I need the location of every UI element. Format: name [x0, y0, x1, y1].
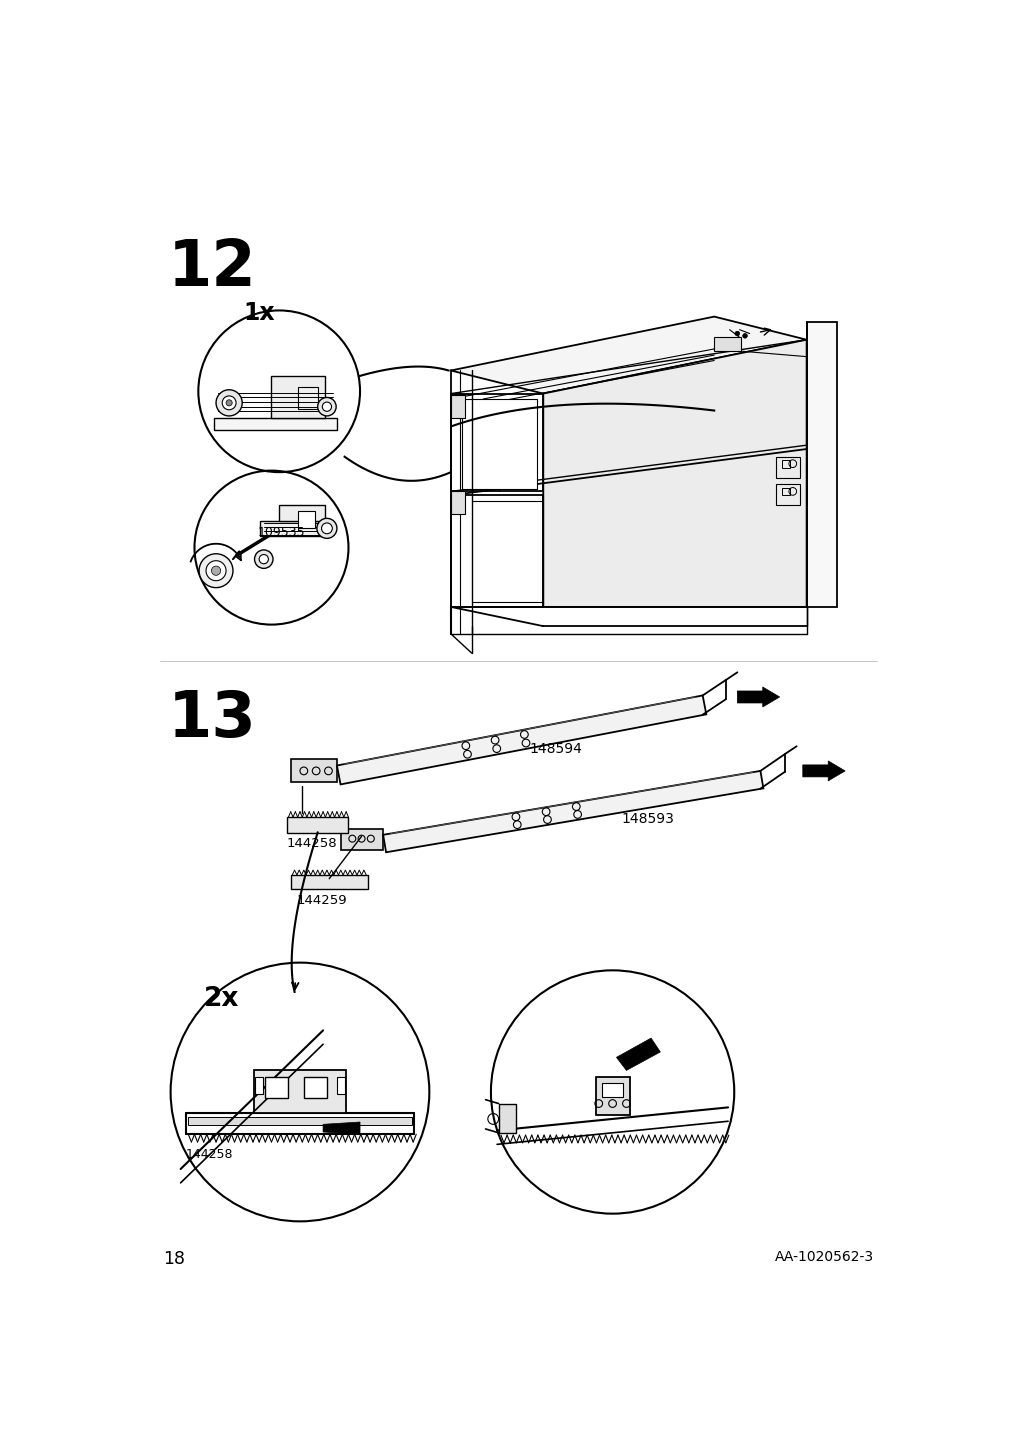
Bar — [451, 395, 464, 418]
Polygon shape — [337, 696, 706, 785]
Circle shape — [255, 550, 273, 569]
Text: 12: 12 — [168, 238, 256, 299]
Polygon shape — [271, 375, 326, 418]
Circle shape — [490, 971, 734, 1214]
Polygon shape — [616, 1038, 660, 1071]
Polygon shape — [806, 322, 837, 607]
Bar — [782, 460, 789, 467]
Circle shape — [317, 398, 336, 415]
Bar — [303, 1077, 327, 1098]
Circle shape — [316, 518, 337, 538]
Circle shape — [199, 554, 233, 587]
Text: 144259: 144259 — [296, 894, 347, 906]
Circle shape — [225, 400, 232, 405]
Polygon shape — [260, 521, 329, 536]
Circle shape — [211, 566, 220, 576]
Polygon shape — [383, 770, 762, 852]
Circle shape — [742, 334, 746, 338]
Bar — [451, 491, 464, 514]
Circle shape — [321, 523, 332, 534]
Polygon shape — [279, 505, 326, 521]
Bar — [595, 1077, 629, 1116]
Text: 148593: 148593 — [621, 812, 674, 826]
Bar — [782, 487, 789, 495]
Text: 18: 18 — [163, 1250, 185, 1267]
Bar — [290, 875, 367, 889]
Text: 2x: 2x — [203, 987, 239, 1012]
Bar — [255, 1077, 263, 1094]
Polygon shape — [802, 760, 844, 780]
Bar — [775, 484, 800, 505]
Polygon shape — [451, 316, 806, 394]
Polygon shape — [451, 394, 543, 491]
Text: 144258: 144258 — [286, 838, 338, 851]
Bar — [602, 1083, 623, 1097]
Polygon shape — [323, 1123, 360, 1134]
Polygon shape — [451, 495, 543, 607]
Circle shape — [259, 554, 268, 564]
Circle shape — [215, 390, 242, 415]
Text: AA-1020562-3: AA-1020562-3 — [774, 1250, 874, 1264]
Bar — [498, 1104, 515, 1133]
Bar — [341, 829, 383, 851]
Bar — [714, 338, 740, 351]
Circle shape — [171, 962, 429, 1221]
Polygon shape — [543, 339, 806, 607]
Bar — [337, 1077, 345, 1094]
Bar — [775, 457, 800, 478]
Bar — [298, 388, 317, 410]
Bar — [286, 818, 348, 832]
Text: 109535: 109535 — [258, 526, 305, 538]
Circle shape — [321, 402, 332, 411]
Bar — [290, 759, 337, 782]
Polygon shape — [213, 418, 337, 430]
Polygon shape — [737, 687, 778, 707]
Text: 13: 13 — [168, 687, 256, 750]
Bar — [254, 1071, 346, 1113]
Text: 1x: 1x — [243, 301, 274, 325]
Circle shape — [206, 561, 225, 581]
Text: 144258: 144258 — [186, 1148, 234, 1161]
Polygon shape — [461, 400, 537, 490]
Bar — [188, 1117, 411, 1126]
Bar — [265, 1077, 288, 1098]
Text: 148594: 148594 — [529, 742, 581, 756]
Bar — [298, 511, 315, 527]
Circle shape — [222, 395, 236, 410]
Circle shape — [734, 331, 739, 337]
